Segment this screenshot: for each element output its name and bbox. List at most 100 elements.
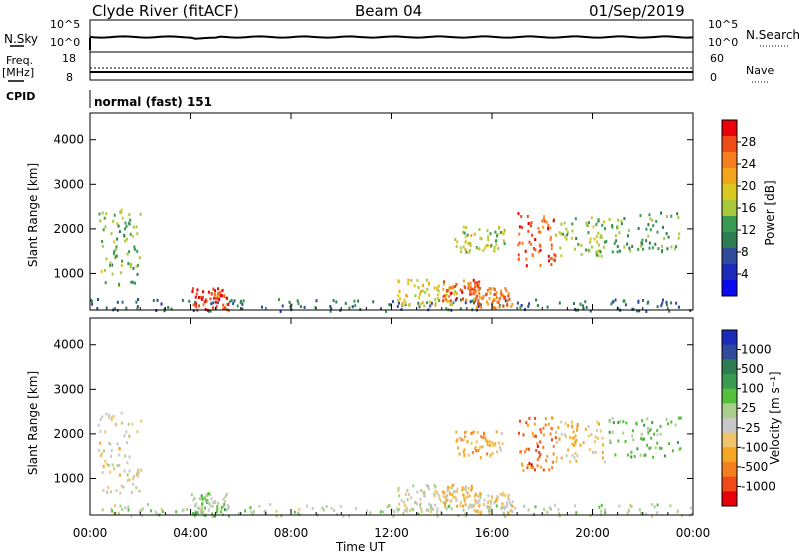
cpid-label: CPID [6, 90, 36, 103]
power-cell [674, 247, 676, 251]
velocity-cell [653, 432, 656, 436]
power-cell [628, 246, 631, 250]
power-cell [204, 307, 207, 311]
colorbar-swatch [722, 418, 737, 434]
velocity-cell [111, 463, 114, 467]
velocity-cell [216, 507, 219, 511]
power-cell [468, 249, 471, 252]
power-cell [575, 237, 578, 240]
power-cell [329, 309, 332, 313]
power-cell [504, 299, 507, 303]
power-cell [156, 298, 159, 302]
power-cell [125, 306, 128, 310]
power-cell [477, 302, 479, 306]
velocity-cell [423, 491, 426, 494]
velocity-cell [131, 422, 134, 426]
velocity-cell [397, 489, 400, 493]
velocity-cell [452, 495, 455, 499]
velocity-cell [403, 508, 406, 512]
velocity-cell [109, 442, 112, 446]
colorbar-tick-label: 20 [741, 179, 756, 193]
velocity-cell [113, 467, 115, 471]
power-cell [657, 247, 660, 251]
velocity-cell [225, 508, 228, 512]
velocity-cell [227, 514, 230, 518]
velocity-cell [626, 511, 629, 515]
power-cell [666, 247, 669, 251]
power-cell [213, 296, 216, 300]
power-cell [227, 302, 230, 306]
power-cell [645, 310, 648, 313]
velocity-cell [161, 510, 164, 513]
power-cell [493, 249, 496, 253]
power-cell [103, 216, 106, 220]
power-cell [485, 244, 488, 248]
velocity-cell [590, 433, 593, 437]
velocity-cell [523, 450, 526, 454]
power-cell [422, 284, 425, 287]
power-cell [464, 240, 467, 244]
power-cell [437, 297, 439, 301]
power-cell [516, 301, 519, 305]
power-cell [124, 227, 126, 231]
velocity-cell [194, 511, 197, 515]
velocity-cell [567, 424, 570, 428]
velocity-cell [456, 487, 459, 491]
velocity-cell [455, 499, 458, 502]
velocity-region-8 [97, 411, 143, 495]
power-cell [480, 305, 483, 309]
power-cell [482, 249, 485, 252]
x-tick-label: 00:00 [73, 526, 108, 540]
velocity-cell [475, 445, 477, 449]
power-cell [468, 250, 471, 254]
power-cell [129, 262, 132, 266]
power-cell [498, 225, 501, 229]
power-cell [494, 292, 497, 296]
power-cell [426, 278, 428, 282]
power-cell [212, 287, 215, 291]
velocity-cell [116, 463, 119, 467]
velocity-cell [533, 422, 536, 426]
velocity-cell [645, 512, 648, 516]
velocity-cell [611, 416, 614, 420]
velocity-cell [433, 492, 436, 496]
velocity-cell [466, 440, 469, 444]
velocity-cell [202, 510, 205, 514]
velocity-cell [150, 509, 153, 513]
power-cell [216, 296, 219, 300]
power-cell [495, 243, 498, 247]
velocity-region-4 [473, 491, 514, 515]
power-cell [539, 263, 542, 267]
velocity-cell [528, 416, 531, 420]
power-cell [135, 225, 138, 229]
velocity-cell [212, 501, 215, 504]
power-cell [618, 231, 621, 235]
power-cell [136, 249, 139, 253]
power-cell [214, 300, 217, 304]
power-cell [590, 245, 593, 249]
velocity-cell [464, 431, 467, 435]
power-cell [614, 298, 617, 302]
power-cell [240, 299, 243, 303]
power-cell [467, 286, 470, 290]
power-cell [138, 256, 141, 260]
velocity-cell [486, 452, 489, 456]
power-cell [665, 232, 668, 236]
power-cell [495, 290, 498, 294]
power-cell [105, 306, 108, 310]
power-cell [554, 254, 557, 258]
velocity-cell [137, 471, 140, 475]
power-cell [443, 280, 445, 284]
velocity-cell [445, 494, 448, 498]
power-cell [198, 295, 200, 299]
power-cell [241, 307, 244, 311]
velocity-cell [470, 431, 473, 435]
power-region-9 [605, 211, 681, 254]
velocity-cell [223, 500, 226, 503]
velocity-cell [379, 510, 382, 514]
velocity-cell [528, 462, 531, 465]
power-cell [462, 230, 465, 234]
power-cell [638, 309, 641, 313]
velocity-cell [454, 490, 457, 494]
velocity-scatter-layer [97, 411, 693, 518]
